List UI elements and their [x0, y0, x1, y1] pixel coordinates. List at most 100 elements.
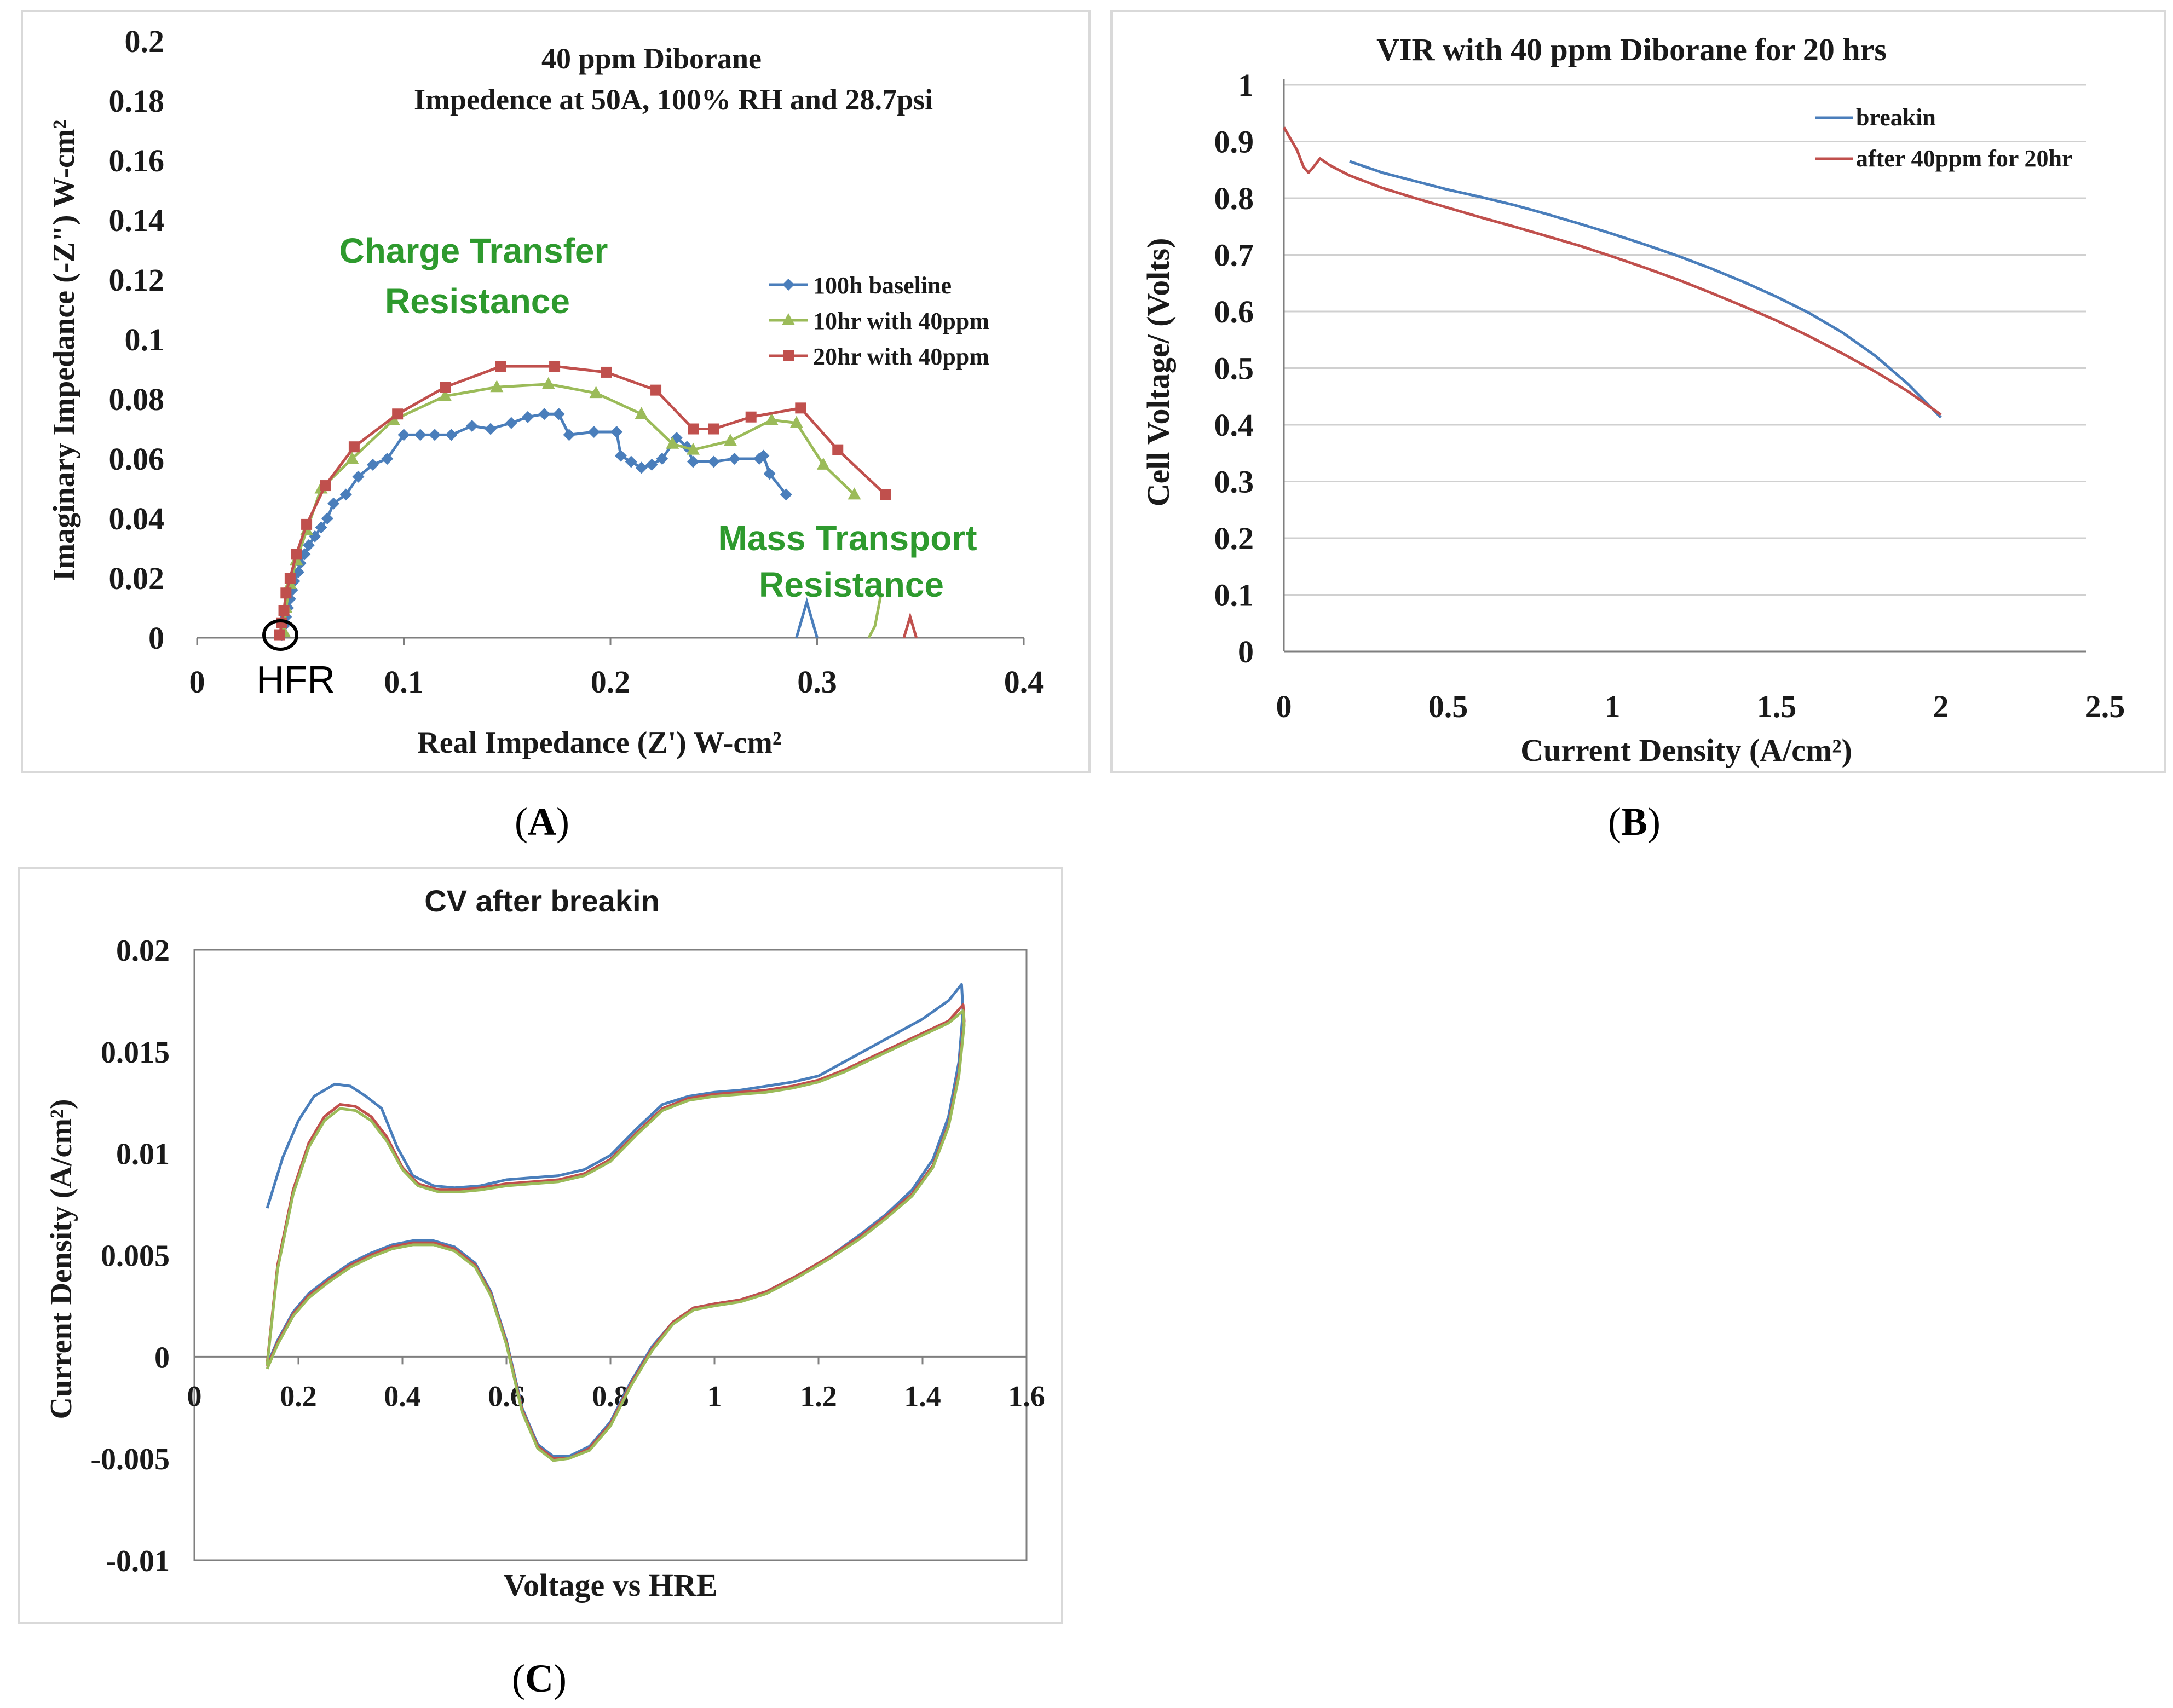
- chart-a-data-point: [601, 366, 612, 378]
- chart-c-ytick-label: -0.01: [106, 1544, 170, 1578]
- chart-a-data-point: [315, 521, 327, 534]
- annotation-mass-transport-line1: Mass Transport: [718, 518, 977, 558]
- chart-a-data-point: [490, 380, 504, 393]
- chart-a-xtick-label: 0.1: [384, 664, 424, 700]
- chart-c-ytick-label: 0.02: [116, 934, 170, 968]
- chart-a-data-point: [552, 408, 565, 420]
- chart-b-ytick-label: 0.5: [1214, 351, 1254, 386]
- chart-b-legend-label: after 40ppm for 20hr: [1856, 145, 2073, 172]
- chart-a-data-point: [728, 453, 741, 465]
- chart-a-xtick-label: 0.4: [1004, 664, 1044, 700]
- chart-c-title: CV after breakin: [424, 884, 660, 918]
- chart-c-ylabel: Current Density (A/cm²): [44, 1099, 78, 1420]
- chart-a-legend: 100h baseline 10hr with 40ppm 20hr with 40…: [769, 272, 989, 370]
- panel-label-c: (C): [512, 1657, 567, 1700]
- chart-a-data-point: [687, 442, 700, 455]
- chart-b-frame: [1110, 10, 2166, 773]
- chart-a-ytick-label: 0.04: [109, 501, 165, 536]
- chart-a-ytick-label: 0.16: [109, 143, 165, 178]
- chart-a-data-point: [587, 425, 600, 438]
- chart-a-data-point: [429, 429, 441, 441]
- chart-b-xtick-label: 1: [1605, 689, 1621, 724]
- chart-a-data-point: [278, 605, 290, 616]
- chart-a-data-point: [414, 429, 426, 441]
- chart-a-subtitle: Impedence at 50A, 100% RH and 28.7psi: [414, 83, 933, 116]
- chart-c-ytick-label: 0.015: [101, 1036, 170, 1070]
- chart-a-data-point: [284, 573, 296, 584]
- chart-c-xtick-label: 0: [187, 1380, 202, 1412]
- chart-a-data-point: [645, 458, 658, 471]
- panel-label-a: (A): [515, 800, 569, 844]
- chart-c-xtick-label: 1.2: [800, 1380, 837, 1412]
- chart-a-data-point: [541, 377, 555, 389]
- chart-b-ytick-label: 0: [1238, 634, 1254, 670]
- chart-a-legend-label: 100h baseline: [813, 272, 952, 299]
- chart-a-data-point: [445, 429, 458, 441]
- chart-b-xlabel: Current Density (A/cm²): [1520, 732, 1852, 768]
- chart-a-data-point: [650, 384, 662, 396]
- chart-a-ytick-label: 0.06: [109, 441, 165, 477]
- chart-a-data-point: [635, 407, 648, 419]
- panel-label-b-letter: B: [1621, 800, 1647, 844]
- chart-a-data-point: [610, 425, 623, 438]
- chart-a-data-point: [832, 444, 844, 455]
- chart-b-ytick-label: 0.3: [1214, 464, 1254, 500]
- hfr-circle-marker: [262, 619, 298, 651]
- chart-a-data-point: [707, 455, 720, 468]
- chart-a-data-point: [848, 487, 861, 500]
- chart-a-data-point: [563, 429, 575, 441]
- chart-b-ytick-label: 0.8: [1214, 181, 1254, 216]
- chart-a-frame: [21, 10, 1091, 773]
- chart-a-data-point: [301, 518, 313, 530]
- chart-a-axes: [196, 637, 1025, 645]
- chart-a-data-point: [789, 416, 803, 428]
- annotation-charge-transfer-line2: Resistance: [385, 281, 570, 321]
- chart-b-xtick-label: 0: [1276, 689, 1292, 724]
- chart-a-xticks: 0 0.1 0.2 0.3 0.4: [189, 664, 1044, 700]
- chart-a-data-point: [780, 488, 792, 501]
- chart-b-xtick-label: 1.5: [1757, 689, 1797, 724]
- chart-a-ytick-label: 0.14: [109, 203, 165, 238]
- chart-a-legend-marker: [783, 350, 794, 361]
- chart-a-data-point: [614, 449, 627, 462]
- chart-a-data-point: [366, 458, 379, 471]
- annotation-charge-transfer-line1: Charge Transfer: [339, 231, 608, 270]
- chart-b-xticks: 0 0.5 1 1.5 2 2.5: [1276, 689, 2125, 724]
- chart-a-ytick-label: 0.18: [109, 83, 165, 119]
- chart-b-xtick-label: 0.5: [1428, 689, 1468, 724]
- chart-a-data-point: [765, 413, 779, 425]
- chart-a-series: [274, 361, 918, 641]
- chart-a-data-point: [666, 436, 679, 449]
- chart-b-yticks: 0 0.1 0.2 0.3 0.4 0.5 0.6 0.7 0.8 0.9 1: [1214, 67, 1254, 670]
- panel-label-c-letter: C: [525, 1657, 554, 1700]
- chart-b-ytick-label: 1: [1238, 67, 1254, 103]
- chart-c-ytick-label: 0: [154, 1341, 170, 1375]
- chart-b-ytick-label: 0.1: [1214, 578, 1254, 613]
- chart-b-legend: breakin after 40ppm for 20hr: [1815, 104, 2073, 172]
- panel-label-b: (B): [1608, 800, 1661, 844]
- chart-b-series-line-1: [1282, 126, 1942, 416]
- chart-a-data-point: [795, 402, 806, 414]
- chart-a-data-point: [381, 453, 394, 465]
- chart-a-data-point: [327, 497, 340, 510]
- chart-b-ytick-label: 0.9: [1214, 124, 1254, 160]
- chart-c-xticks: 0 0.2 0.4 0.6 0.8 1 1.2 1.4 1.6: [187, 1380, 1045, 1412]
- chart-c-ytick-label: 0.01: [116, 1138, 170, 1172]
- chart-a-data-point: [439, 389, 452, 401]
- chart-b-title: VIR with 40 ppm Diborane for 20 hrs: [1376, 32, 1887, 67]
- chart-a-ytick-label: 0.1: [125, 322, 165, 357]
- chart-b-series-line-0: [1349, 160, 1942, 419]
- chart-a-data-point: [485, 423, 497, 435]
- chart-a-ytick-label: 0.08: [109, 382, 165, 417]
- chart-a-data-point: [656, 453, 668, 465]
- chart-a-tail-segment: [902, 612, 918, 638]
- chart-c-yticks: -0.01 -0.005 0 0.005 0.01 0.015 0.02: [90, 934, 170, 1578]
- chart-b-ytick-label: 0.2: [1214, 521, 1254, 556]
- chart-c: CV after breakin -0.01 -0.005 0 0.005 0.01 0.…: [18, 867, 1063, 1624]
- chart-b-ytick-label: 0.6: [1214, 294, 1254, 330]
- chart-a-data-point: [495, 361, 506, 372]
- chart-b-xtick-label: 2: [1933, 689, 1949, 724]
- chart-a-tail-segment: [795, 597, 819, 638]
- chart-a-data-point: [345, 452, 359, 464]
